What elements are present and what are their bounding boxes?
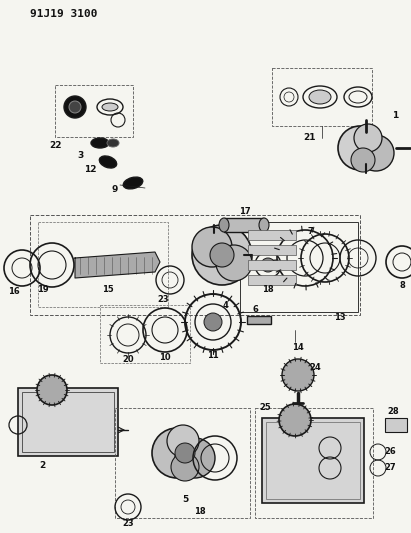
Text: 17: 17 bbox=[239, 207, 251, 216]
Bar bbox=[248, 230, 296, 240]
Circle shape bbox=[64, 96, 86, 118]
Bar bbox=[247, 316, 271, 324]
Bar bbox=[262, 418, 364, 503]
Bar bbox=[100, 305, 190, 363]
Circle shape bbox=[261, 258, 275, 272]
Text: 5: 5 bbox=[182, 496, 188, 505]
Text: 25: 25 bbox=[259, 403, 271, 413]
Text: 16: 16 bbox=[8, 287, 20, 296]
Text: 15: 15 bbox=[102, 286, 114, 295]
Text: 24: 24 bbox=[309, 364, 321, 373]
Text: 10: 10 bbox=[159, 353, 171, 362]
Text: 3: 3 bbox=[77, 150, 83, 159]
Text: 26: 26 bbox=[384, 448, 396, 456]
Text: 23: 23 bbox=[157, 295, 169, 304]
Circle shape bbox=[171, 453, 199, 481]
Text: 11: 11 bbox=[207, 351, 219, 360]
Ellipse shape bbox=[309, 90, 331, 104]
Bar bbox=[240, 222, 358, 312]
Bar bbox=[30, 215, 360, 315]
Bar bbox=[224, 218, 264, 232]
Text: 20: 20 bbox=[122, 356, 134, 365]
Circle shape bbox=[175, 438, 215, 478]
Bar bbox=[18, 388, 118, 456]
Text: 18: 18 bbox=[262, 286, 274, 295]
Bar bbox=[115, 408, 250, 518]
Text: 21: 21 bbox=[304, 133, 316, 142]
Bar bbox=[248, 275, 296, 285]
Circle shape bbox=[192, 227, 232, 267]
Ellipse shape bbox=[259, 218, 269, 232]
Text: 91J19 3100: 91J19 3100 bbox=[30, 9, 97, 19]
Ellipse shape bbox=[123, 177, 143, 189]
Circle shape bbox=[351, 148, 375, 172]
Circle shape bbox=[210, 243, 234, 267]
Text: 13: 13 bbox=[334, 313, 346, 322]
Bar bbox=[385, 418, 407, 432]
Text: 4: 4 bbox=[222, 301, 228, 310]
Bar bbox=[38, 222, 168, 307]
Text: 14: 14 bbox=[292, 343, 304, 352]
Text: 2: 2 bbox=[39, 461, 45, 470]
Text: 1: 1 bbox=[392, 110, 398, 119]
Bar bbox=[22, 392, 114, 452]
Text: 18: 18 bbox=[194, 507, 206, 516]
Circle shape bbox=[358, 135, 394, 171]
Circle shape bbox=[167, 425, 199, 457]
Text: 8: 8 bbox=[399, 280, 405, 289]
Text: 22: 22 bbox=[49, 141, 61, 149]
Circle shape bbox=[338, 126, 382, 170]
Bar bbox=[55, 85, 133, 137]
Text: 9: 9 bbox=[112, 185, 118, 195]
Circle shape bbox=[37, 375, 67, 405]
Circle shape bbox=[354, 124, 382, 152]
Circle shape bbox=[152, 428, 202, 478]
Circle shape bbox=[175, 443, 195, 463]
Ellipse shape bbox=[107, 139, 119, 147]
Ellipse shape bbox=[219, 218, 229, 232]
Text: 23: 23 bbox=[122, 520, 134, 529]
Circle shape bbox=[216, 245, 252, 281]
Ellipse shape bbox=[99, 156, 117, 168]
Circle shape bbox=[279, 404, 311, 436]
Text: 27: 27 bbox=[384, 464, 396, 472]
Bar bbox=[248, 260, 296, 270]
Text: 7: 7 bbox=[307, 228, 313, 237]
Polygon shape bbox=[75, 252, 160, 278]
Circle shape bbox=[69, 101, 81, 113]
Ellipse shape bbox=[102, 103, 118, 111]
Circle shape bbox=[282, 359, 314, 391]
Bar bbox=[248, 245, 296, 255]
Circle shape bbox=[192, 225, 252, 285]
Text: 6: 6 bbox=[252, 305, 258, 314]
Text: 19: 19 bbox=[37, 286, 49, 295]
Text: 28: 28 bbox=[387, 408, 399, 416]
Ellipse shape bbox=[91, 138, 109, 148]
Text: 12: 12 bbox=[84, 166, 96, 174]
Bar bbox=[266, 422, 360, 499]
Bar bbox=[272, 68, 372, 126]
Circle shape bbox=[204, 313, 222, 331]
Bar bbox=[255, 408, 373, 518]
